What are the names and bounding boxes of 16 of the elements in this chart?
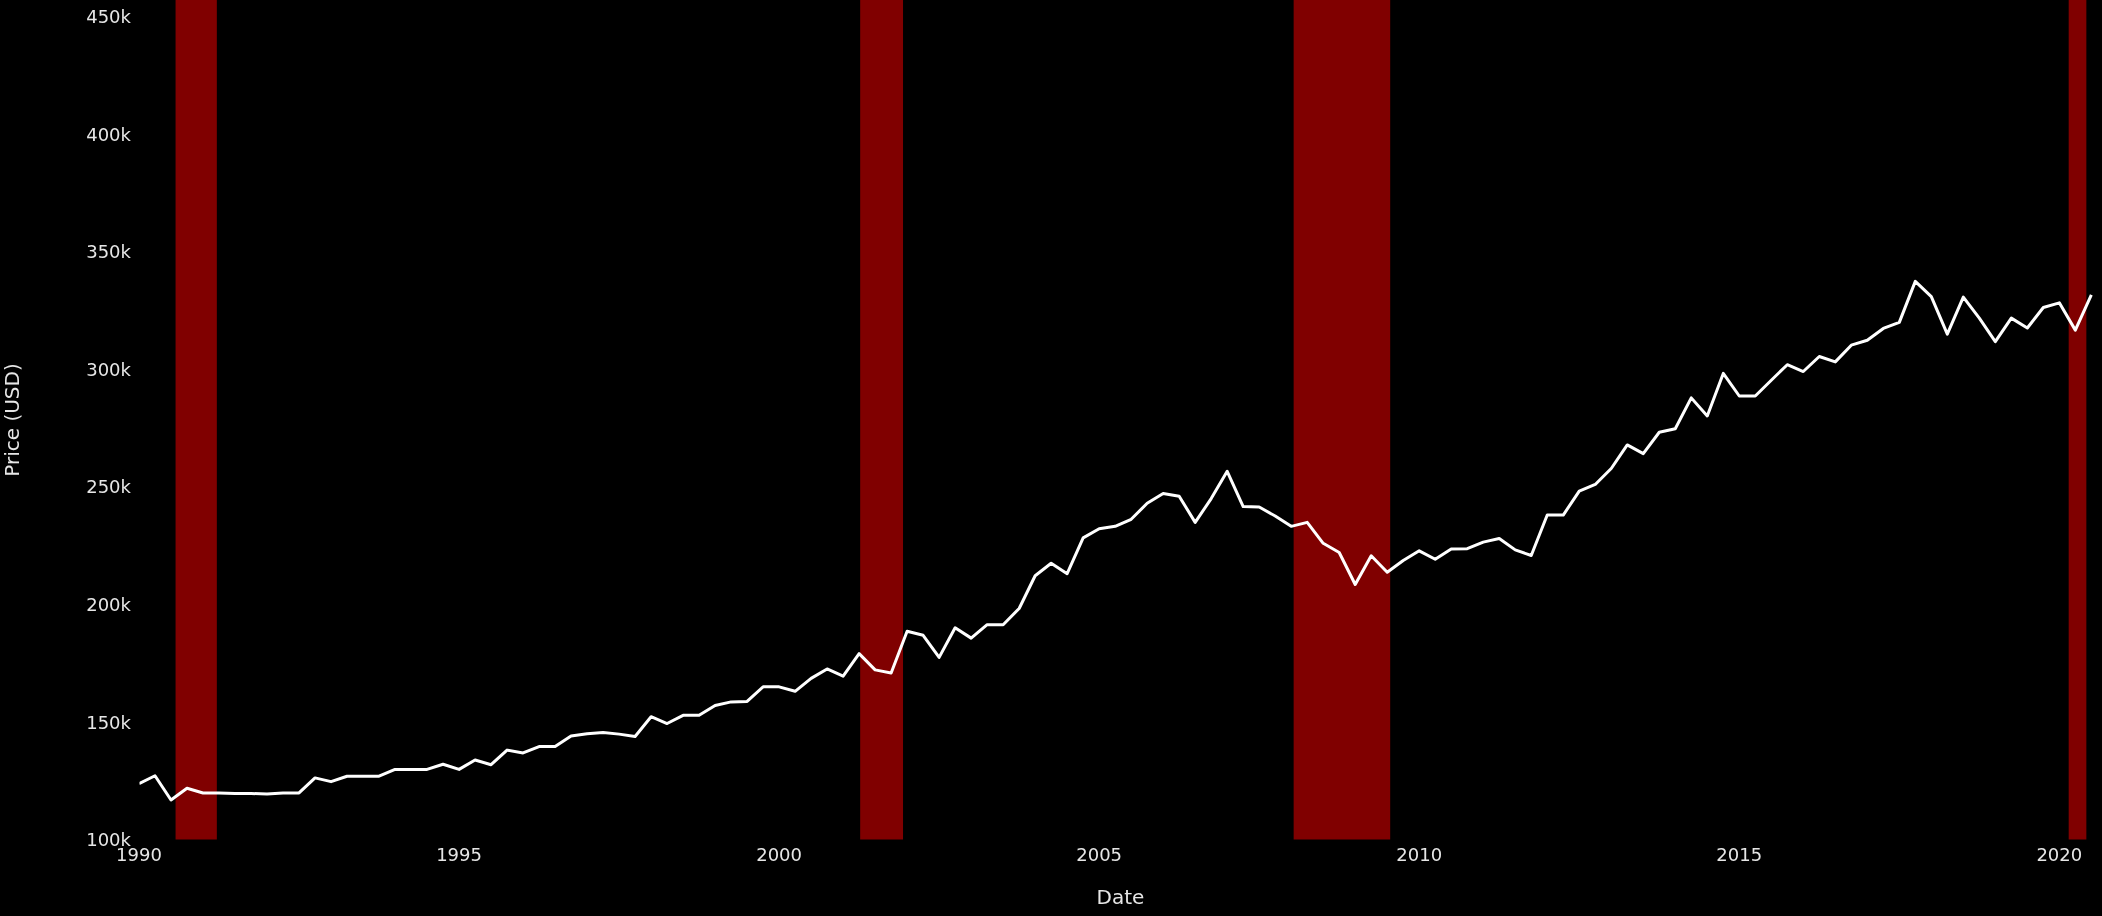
x-tick-label: 1995 bbox=[436, 843, 482, 865]
line-series bbox=[139, 279, 2093, 802]
y-tick-label: 250k bbox=[86, 476, 132, 498]
x-tick-label: 2010 bbox=[1396, 843, 1443, 865]
x-tick-label: 2005 bbox=[1076, 843, 1123, 865]
x-axis-title: Date bbox=[1096, 885, 1145, 909]
y-axis-title: Price (USD) bbox=[0, 363, 25, 477]
y-tick-label: 300k bbox=[86, 358, 132, 380]
y-tick-label: 450k bbox=[86, 5, 132, 27]
y-tick-label: 350k bbox=[86, 241, 132, 263]
y-tick-label: 150k bbox=[86, 711, 132, 733]
x-tick-label: 2000 bbox=[756, 843, 803, 865]
x-tick-label: 2020 bbox=[2036, 843, 2083, 865]
y-tick-label: 400k bbox=[86, 123, 132, 145]
y-tick-label: 200k bbox=[86, 594, 132, 616]
x-tick-label: 2015 bbox=[1716, 843, 1763, 865]
